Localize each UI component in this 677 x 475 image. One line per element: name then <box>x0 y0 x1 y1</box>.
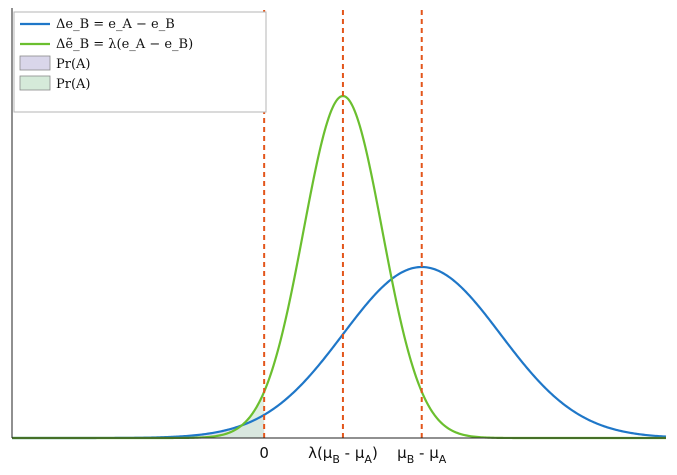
legend-series-1-label: Δe_B = e_A − e_B <box>56 17 175 32</box>
legend-region-2-label: Pr(A) <box>56 77 91 92</box>
legend-region-2: Pr(A) <box>19 75 91 92</box>
series-line-2 <box>12 94 666 440</box>
x-tick-labels: 0 λ(μB - μA) μB - μA <box>259 444 446 466</box>
legend-frame <box>13 11 267 113</box>
legend-series-2: Δẽ_B = λ(e_A − e_B) <box>20 37 193 52</box>
vertical-line-layer <box>263 10 423 438</box>
legend-items: Δe_B = e_A − e_B Δẽ_B = λ(e_A − e_B) Pr(A)… <box>19 17 193 92</box>
curve-layer <box>12 94 667 440</box>
series-line-1 <box>12 265 667 440</box>
legend-region-1-swatch <box>19 55 51 71</box>
legend: Δe_B = e_A − e_B Δẽ_B = λ(e_A − e_B) Pr(A)… <box>13 11 267 113</box>
x-tick-label-1: 0 <box>259 444 269 462</box>
x-tick-label-3: μB - μA <box>397 444 447 466</box>
legend-region-2-swatch <box>19 75 51 91</box>
legend-series-2-label: Δẽ_B = λ(e_A − e_B) <box>56 37 193 52</box>
shaded-region-2 <box>12 391 265 438</box>
legend-region-1-label: Pr(A) <box>56 57 91 72</box>
legend-region-1: Pr(A) <box>19 55 91 72</box>
shading-layer <box>12 391 265 438</box>
legend-series-1: Δe_B = e_A − e_B <box>20 17 175 32</box>
x-tick-label-2: λ(μB - μA) <box>308 444 378 466</box>
